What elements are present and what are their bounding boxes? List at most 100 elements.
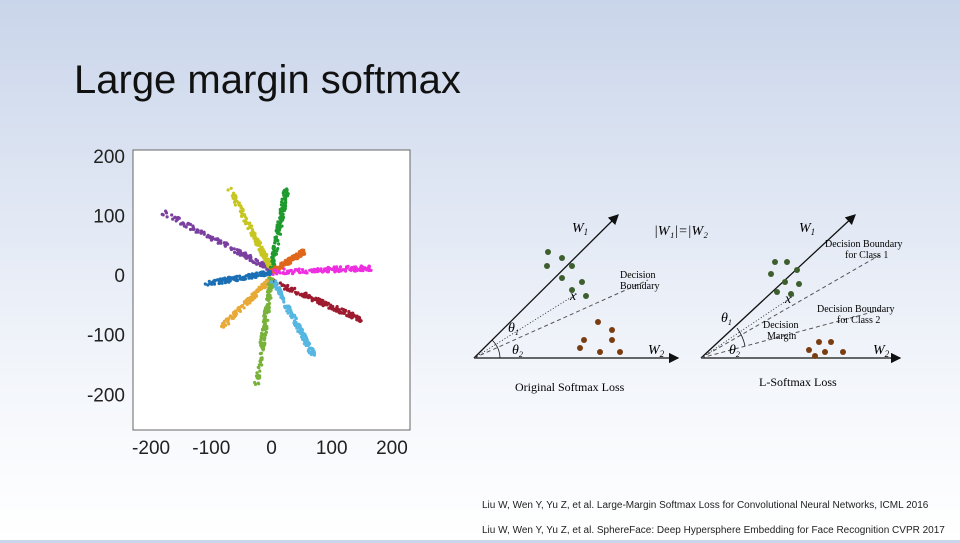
data-point	[282, 208, 286, 213]
data-point	[263, 314, 268, 319]
data-point	[235, 248, 239, 252]
data-point	[255, 242, 259, 246]
data-point	[244, 220, 248, 224]
theta1-label: θ1	[721, 311, 732, 327]
data-point	[233, 278, 237, 282]
data-point	[217, 240, 221, 244]
data-point	[334, 309, 339, 313]
data-point	[287, 262, 291, 266]
data-point	[274, 279, 278, 283]
data-point	[301, 270, 305, 274]
data-point	[325, 270, 329, 274]
data-point	[298, 328, 302, 332]
data-point	[243, 300, 248, 304]
data-point	[323, 300, 328, 304]
data-point	[297, 270, 302, 275]
data-point	[248, 225, 252, 230]
data-point	[191, 224, 195, 228]
data-point	[305, 271, 309, 275]
x-tick-label: 200	[376, 438, 408, 459]
l-softmax-svg: W1 W2 x θ1 θ2 Decision Boundary for Clas…	[700, 214, 903, 389]
data-point	[265, 279, 269, 283]
data-point	[256, 365, 260, 369]
data-point	[206, 283, 210, 287]
data-point	[348, 268, 352, 272]
data-point	[319, 267, 323, 271]
data-point	[270, 255, 274, 259]
data-point	[264, 330, 268, 334]
data-point	[179, 222, 183, 226]
data-point	[165, 215, 169, 219]
x-label: x	[569, 289, 577, 304]
data-point	[258, 375, 262, 380]
references: Liu W, Wen Y, Yu Z, et al. Large-Margin …	[482, 493, 945, 543]
data-point	[220, 278, 224, 282]
data-point	[258, 340, 262, 344]
data-point	[263, 280, 267, 284]
data-point	[268, 265, 272, 269]
data-point	[235, 312, 239, 316]
data-point	[273, 268, 277, 273]
data-point	[366, 266, 370, 270]
data-point	[240, 276, 244, 280]
theta-arc	[491, 339, 501, 359]
data-point	[258, 352, 262, 356]
class2-boundary-label: Decision Boundary	[817, 304, 895, 315]
x-tick-label: -200	[132, 438, 170, 459]
data-point	[287, 269, 291, 273]
x-tick-label: 100	[316, 438, 348, 459]
data-point	[170, 213, 174, 217]
decision-boundary-label-2: Boundary	[620, 281, 659, 292]
original-softmax-caption: Original Softmax Loss	[515, 380, 625, 394]
data-point	[211, 282, 215, 286]
data-point	[258, 359, 262, 363]
data-point	[335, 269, 339, 273]
data-point	[281, 212, 285, 216]
data-point	[252, 236, 256, 240]
data-point	[235, 251, 239, 255]
data-point	[244, 256, 248, 260]
data-point	[235, 199, 239, 203]
x-vector	[473, 292, 579, 359]
data-point	[285, 191, 289, 195]
data-point	[358, 268, 363, 273]
data-point	[267, 309, 271, 313]
data-point	[280, 200, 284, 204]
data-point	[227, 275, 231, 279]
data-point	[231, 311, 236, 315]
data-point	[283, 272, 287, 276]
data-point	[296, 329, 300, 333]
data-point	[223, 281, 227, 285]
data-point	[278, 209, 282, 213]
data-point	[287, 256, 291, 260]
data-point	[275, 281, 279, 286]
w1-vector	[473, 214, 619, 359]
data-point	[266, 297, 270, 301]
data-point	[253, 380, 257, 385]
data-point	[338, 265, 343, 269]
data-point	[222, 319, 227, 323]
data-point	[298, 250, 302, 254]
data-point	[226, 317, 230, 321]
data-point	[302, 335, 306, 339]
decision-boundary-label: Decision	[620, 270, 656, 281]
data-point	[257, 382, 261, 386]
data-point	[208, 234, 212, 239]
data-point	[293, 268, 297, 272]
data-point	[263, 259, 267, 263]
class2-points	[806, 339, 846, 359]
data-point	[177, 216, 181, 220]
data-point	[209, 238, 214, 242]
data-point	[275, 231, 279, 235]
data-point	[259, 356, 263, 360]
data-point	[188, 222, 192, 226]
data-point	[264, 271, 268, 275]
l-softmax-caption: L-Softmax Loss	[759, 375, 837, 389]
data-point	[263, 252, 267, 256]
data-point	[247, 276, 251, 280]
data-point	[232, 247, 236, 251]
data-point	[251, 231, 255, 235]
data-point	[279, 203, 283, 207]
data-point	[275, 270, 279, 274]
data-point	[317, 268, 321, 272]
